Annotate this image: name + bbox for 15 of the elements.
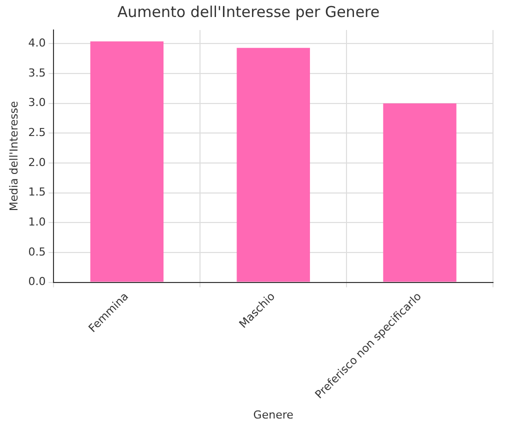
y-tick-label: 3.5 [28,66,46,80]
chart-title: Aumento dell'Interesse per Genere [117,2,380,21]
y-axis-title: Media dell'Interesse [7,100,20,212]
y-tick-label: 4.0 [28,36,46,50]
bar [236,48,310,282]
x-axis-title: Genere [253,408,294,422]
y-tick-label: 0.0 [28,275,46,288]
y-tick-label: 3.0 [28,96,46,110]
y-tick-label: 2.0 [28,156,46,169]
y-tick-label: 1.5 [28,186,46,199]
bar [383,103,456,282]
y-tick-label: 0.5 [28,245,46,258]
y-tick-label: 1.0 [28,216,46,229]
y-tick-label: 2.5 [28,126,46,140]
bar [90,41,164,282]
